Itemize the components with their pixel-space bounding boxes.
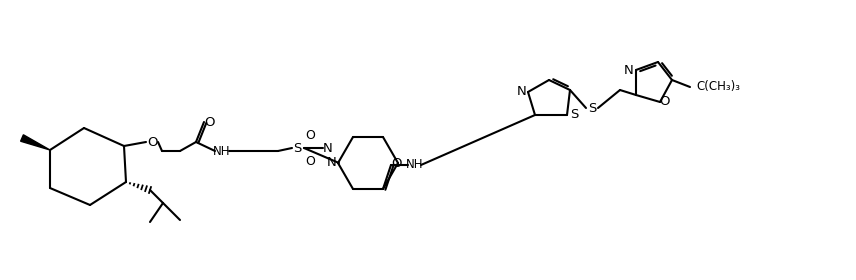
Text: N: N xyxy=(323,141,333,155)
Text: N: N xyxy=(327,155,337,169)
Text: O: O xyxy=(204,116,214,129)
Text: S: S xyxy=(588,102,596,115)
Text: O: O xyxy=(305,129,315,141)
Text: S: S xyxy=(293,141,301,155)
Text: N: N xyxy=(624,64,634,76)
Text: O: O xyxy=(660,95,670,108)
Polygon shape xyxy=(21,135,50,150)
Text: O: O xyxy=(305,155,315,167)
Text: NH: NH xyxy=(213,144,231,158)
Text: C(CH₃)₃: C(CH₃)₃ xyxy=(696,80,740,92)
Text: NH: NH xyxy=(407,158,424,171)
Text: O: O xyxy=(390,157,401,171)
Text: N: N xyxy=(517,85,527,97)
Text: O: O xyxy=(146,136,158,148)
Text: S: S xyxy=(570,108,578,120)
